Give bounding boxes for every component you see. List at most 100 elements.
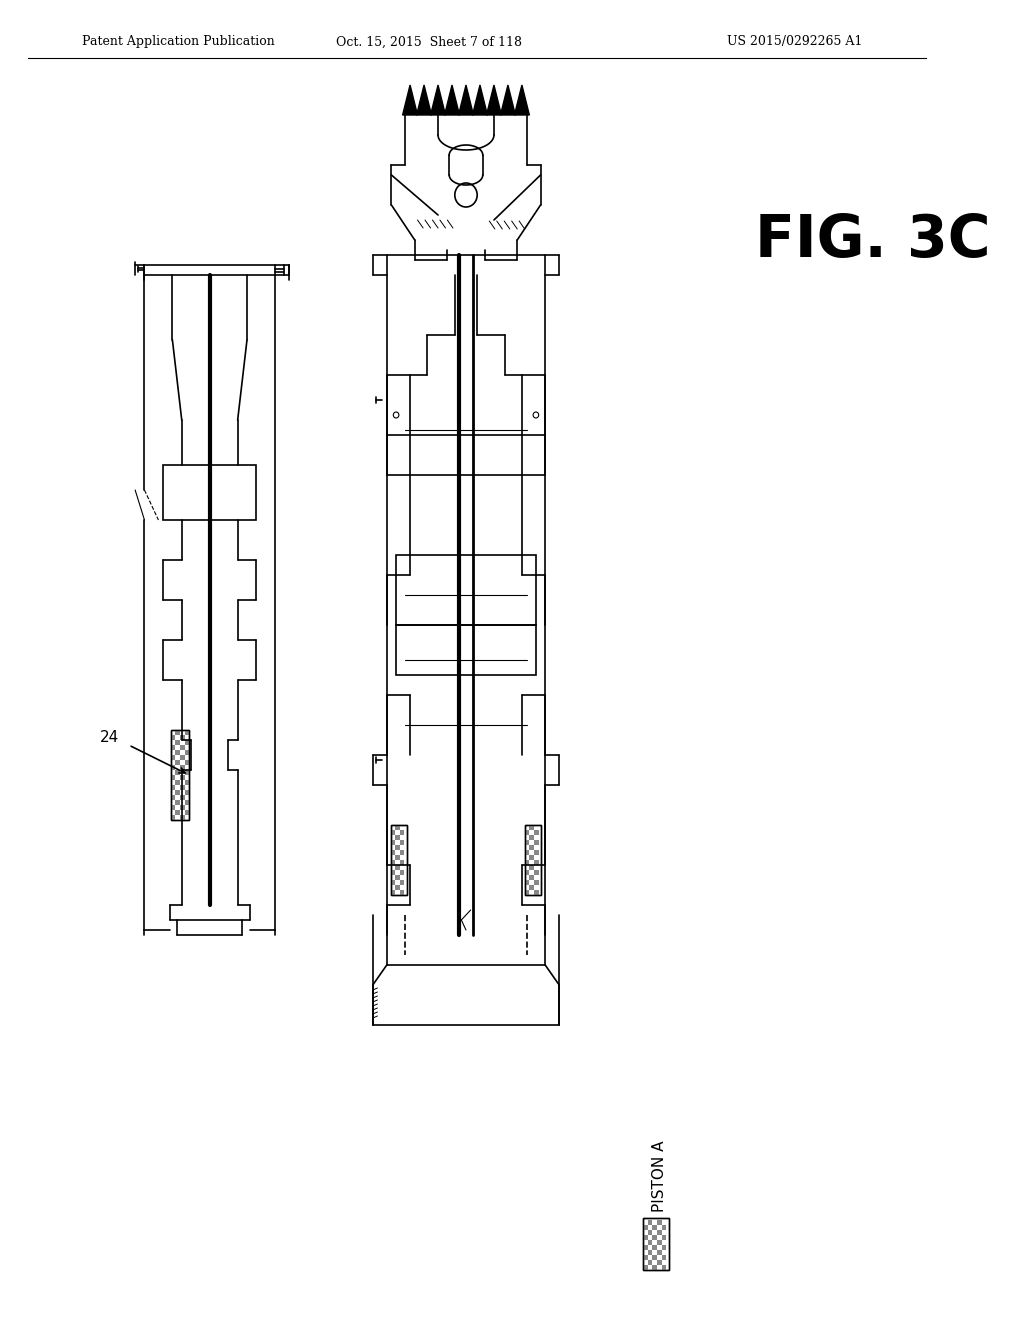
Bar: [395, 855, 399, 861]
Bar: [643, 1245, 648, 1250]
Bar: [524, 825, 542, 895]
Bar: [395, 836, 399, 840]
Bar: [184, 750, 189, 755]
Polygon shape: [514, 84, 529, 115]
Bar: [643, 1265, 648, 1270]
Bar: [529, 825, 535, 830]
Bar: [657, 1220, 662, 1225]
Bar: [535, 880, 539, 884]
Bar: [524, 880, 529, 884]
Bar: [171, 795, 175, 800]
Bar: [175, 730, 180, 735]
Bar: [529, 884, 535, 890]
Bar: [390, 830, 395, 836]
Bar: [184, 800, 189, 805]
Bar: [180, 744, 184, 750]
Polygon shape: [402, 84, 418, 115]
Bar: [175, 810, 180, 814]
Bar: [180, 795, 184, 800]
Bar: [648, 1239, 652, 1245]
Bar: [529, 855, 535, 861]
Bar: [648, 1261, 652, 1265]
Bar: [175, 741, 180, 744]
Bar: [180, 785, 184, 789]
Bar: [175, 800, 180, 805]
Bar: [535, 890, 539, 895]
Bar: [184, 810, 189, 814]
Bar: [657, 1250, 662, 1255]
Bar: [180, 805, 184, 810]
Polygon shape: [417, 84, 431, 115]
Bar: [524, 830, 529, 836]
Bar: [662, 1225, 667, 1230]
Bar: [395, 884, 399, 890]
Bar: [652, 1245, 657, 1250]
Bar: [395, 845, 399, 850]
Bar: [652, 1225, 657, 1230]
Bar: [390, 850, 395, 855]
Bar: [524, 870, 529, 875]
Bar: [171, 785, 175, 789]
Bar: [529, 836, 535, 840]
Bar: [163, 465, 256, 520]
Text: US 2015/0292265 A1: US 2015/0292265 A1: [727, 36, 862, 49]
Bar: [171, 730, 189, 820]
Bar: [643, 1255, 648, 1261]
Bar: [535, 840, 539, 845]
Bar: [643, 1218, 669, 1270]
Bar: [643, 1225, 648, 1230]
Bar: [180, 814, 184, 820]
Bar: [535, 830, 539, 836]
Bar: [535, 850, 539, 855]
Bar: [529, 865, 535, 870]
Bar: [171, 805, 175, 810]
Text: 24: 24: [100, 730, 119, 744]
Polygon shape: [501, 84, 515, 115]
Bar: [390, 870, 395, 875]
Bar: [662, 1255, 667, 1261]
Bar: [657, 1261, 662, 1265]
Bar: [175, 750, 180, 755]
Bar: [524, 850, 529, 855]
Bar: [399, 890, 404, 895]
Bar: [399, 861, 404, 865]
Bar: [662, 1265, 667, 1270]
Bar: [535, 870, 539, 875]
Bar: [390, 861, 395, 865]
Bar: [648, 1250, 652, 1255]
Bar: [175, 770, 180, 775]
Bar: [662, 1245, 667, 1250]
Bar: [184, 770, 189, 775]
Bar: [171, 730, 189, 820]
Bar: [524, 890, 529, 895]
Bar: [648, 1220, 652, 1225]
Bar: [175, 789, 180, 795]
Bar: [184, 789, 189, 795]
Bar: [390, 840, 395, 845]
Polygon shape: [486, 84, 502, 115]
Bar: [171, 814, 175, 820]
Text: Patent Application Publication: Patent Application Publication: [82, 36, 274, 49]
Bar: [184, 760, 189, 766]
Bar: [652, 1255, 657, 1261]
Bar: [180, 775, 184, 780]
Bar: [171, 755, 175, 760]
Polygon shape: [430, 84, 445, 115]
Bar: [643, 1236, 648, 1239]
Bar: [175, 760, 180, 766]
Polygon shape: [444, 84, 460, 115]
Bar: [171, 775, 175, 780]
Bar: [175, 780, 180, 785]
Text: FIG. 3C: FIG. 3C: [755, 211, 990, 268]
Bar: [399, 840, 404, 845]
Bar: [171, 735, 175, 741]
Bar: [171, 744, 175, 750]
Bar: [180, 735, 184, 741]
Bar: [396, 624, 536, 675]
Bar: [529, 875, 535, 880]
Bar: [390, 880, 395, 884]
Bar: [395, 875, 399, 880]
Bar: [399, 880, 404, 884]
Bar: [529, 845, 535, 850]
Bar: [180, 766, 184, 770]
